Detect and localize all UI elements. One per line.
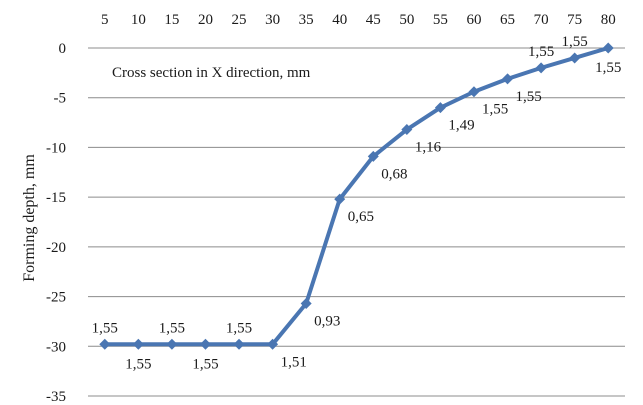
data-label: 1,55 [92, 320, 118, 336]
x-tick-label: 60 [466, 12, 481, 28]
data-label: 1,49 [448, 118, 474, 134]
y-tick-label: -20 [46, 240, 66, 256]
x-tick-label: 35 [299, 12, 314, 28]
series-line [99, 42, 614, 350]
data-label: 1,55 [482, 102, 508, 118]
x-tick-label: 80 [601, 12, 616, 28]
x-tick-label: 45 [366, 12, 381, 28]
x-tick-label: 75 [567, 12, 582, 28]
x-tick-label: 50 [399, 12, 414, 28]
y-tick-label: -30 [46, 339, 66, 355]
data-label: 1,55 [595, 60, 621, 76]
data-point [535, 62, 547, 74]
data-point [569, 52, 581, 64]
data-point [166, 338, 178, 350]
y-tick-label: -35 [46, 389, 66, 405]
data-point [401, 124, 413, 136]
x-tick-label: 70 [534, 12, 549, 28]
series-polyline [104, 46, 609, 347]
data-label: 1,55 [159, 320, 185, 336]
data-point [367, 150, 379, 162]
y-tick-label: -5 [54, 91, 67, 107]
x-tick-label: 20 [198, 12, 213, 28]
x-tick-labels: 5 10 15 20 25 30 35 40 45 50 55 60 65 70 75 80 [101, 12, 616, 28]
y-tick-label: -25 [46, 290, 66, 306]
annotation-background [102, 57, 420, 91]
data-point [300, 298, 312, 310]
data-label: 1,55 [125, 356, 151, 372]
data-labels: 1,55 1,55 1,55 1,55 1,55 1,51 0,93 0,65 0,68 1,16… [92, 34, 622, 372]
x-tick-label: 10 [131, 12, 146, 28]
x-tick-label: 5 [101, 12, 109, 28]
data-label: 0,65 [348, 209, 374, 225]
data-point [502, 73, 514, 85]
data-point [267, 338, 279, 350]
x-tick-label: 55 [433, 12, 448, 28]
data-label: 1,55 [226, 320, 252, 336]
cross-section-annotation: Cross section in X direction, mm [112, 65, 311, 81]
data-label: 0,68 [381, 166, 407, 182]
data-point [602, 42, 614, 54]
data-label: 1,55 [528, 44, 554, 60]
data-point [233, 338, 245, 350]
data-point [199, 338, 211, 350]
x-tick-label: 30 [265, 12, 280, 28]
x-tick-label: 25 [232, 12, 247, 28]
data-label: 0,93 [314, 314, 340, 330]
y-tick-label: 0 [59, 41, 67, 57]
data-point [99, 338, 111, 350]
data-label: 1,55 [516, 89, 542, 105]
data-label: 1,51 [281, 354, 307, 370]
data-point [334, 193, 346, 205]
x-tick-label: 65 [500, 12, 515, 28]
x-tick-label: 15 [164, 12, 179, 28]
data-label: 1,16 [415, 140, 442, 156]
y-tick-labels: 0 -5 -10 -15 -20 -25 -30 -35 [46, 41, 66, 405]
y-tick-label: -15 [46, 190, 66, 206]
data-point [132, 338, 144, 350]
data-point [434, 102, 446, 114]
data-point [468, 86, 480, 98]
y-axis-label: Forming depth, mm [21, 154, 38, 282]
data-label: 1,55 [192, 356, 218, 372]
y-tick-label: -10 [46, 140, 66, 156]
x-tick-label: 40 [332, 12, 347, 28]
data-label: 1,55 [562, 34, 588, 50]
